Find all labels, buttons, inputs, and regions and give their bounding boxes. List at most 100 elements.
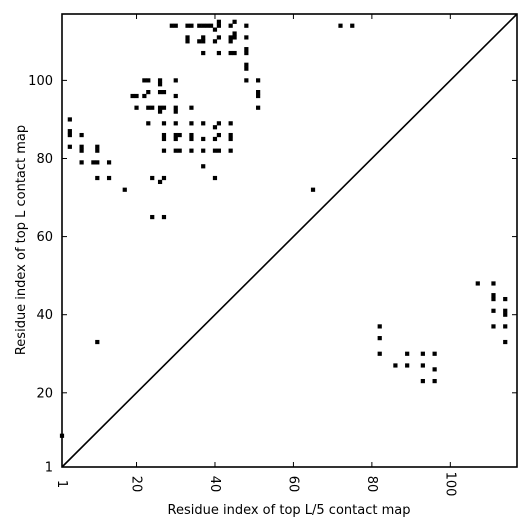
contact-point (79, 160, 84, 165)
contact-point (177, 132, 182, 138)
contact-point (150, 105, 155, 110)
contact-point (503, 324, 508, 329)
contact-point (212, 39, 218, 44)
x-tick-label: 60 (285, 476, 300, 493)
contact-point (338, 23, 343, 28)
contact-point (420, 363, 425, 368)
contact-point (142, 93, 147, 99)
contact-point (228, 23, 233, 28)
y-tick-label: 80 (36, 152, 53, 167)
contact-point (212, 175, 218, 181)
contact-point (228, 148, 233, 153)
contact-point (503, 296, 508, 302)
contact-point (157, 179, 163, 185)
contact-point (216, 35, 221, 40)
contact-point (189, 136, 194, 142)
contact-point (208, 23, 214, 28)
diagonal-line (61, 13, 518, 468)
x-tick-label: 40 (207, 476, 222, 493)
contact-point (173, 121, 178, 126)
contact-point (491, 308, 496, 313)
contact-point (185, 35, 190, 40)
contact-point (405, 351, 410, 356)
y-axis-label: Residue index of top L contact map (14, 125, 29, 355)
contact-point (106, 160, 112, 165)
contact-point (232, 35, 237, 40)
contact-point (491, 324, 496, 329)
contact-point (216, 121, 221, 126)
contact-point (256, 90, 261, 95)
contact-point (232, 50, 237, 56)
contact-point (201, 136, 206, 142)
contact-point (377, 351, 382, 356)
contact-point (185, 39, 190, 44)
contact-point (491, 293, 496, 298)
contact-point (475, 281, 480, 286)
contact-point (216, 148, 221, 153)
contact-point (244, 23, 249, 28)
contact-point (189, 121, 194, 126)
contact-point (503, 312, 508, 317)
contact-point (232, 31, 237, 36)
x-tick-label: 80 (364, 476, 379, 493)
contact-point (212, 136, 218, 142)
contact-point (79, 148, 84, 153)
y-tick-label: 1 (45, 461, 53, 476)
contact-point (157, 78, 163, 83)
contact-point (216, 23, 221, 28)
contact-point (420, 351, 425, 356)
contact-point (201, 164, 206, 169)
contact-point (157, 82, 163, 87)
contact-point (189, 132, 194, 138)
y-tick-label: 100 (28, 74, 53, 89)
contact-point (146, 90, 151, 95)
contact-point (161, 175, 167, 181)
contact-point (232, 19, 237, 24)
contact-point (157, 109, 163, 114)
contact-point (393, 363, 398, 368)
contact-point (420, 378, 425, 384)
contact-point (377, 336, 382, 341)
contact-point (134, 93, 139, 99)
contact-point (95, 144, 100, 149)
contact-point (201, 148, 206, 153)
contact-point (146, 105, 151, 110)
contact-point (161, 121, 167, 126)
contact-point (228, 121, 233, 126)
contact-point (173, 136, 178, 142)
contact-point (228, 39, 233, 44)
contact-point (67, 132, 72, 138)
contact-point (161, 148, 167, 153)
y-tick-label: 60 (36, 230, 53, 245)
contact-point (201, 23, 206, 28)
x-tick-label: 1 (54, 480, 69, 488)
contact-point (95, 160, 100, 165)
contact-point (157, 105, 163, 110)
contact-point (244, 78, 249, 83)
contact-point (161, 136, 167, 142)
contact-point (161, 90, 167, 95)
contact-point (173, 132, 178, 138)
contact-point (216, 132, 221, 138)
contact-point (432, 351, 437, 356)
marks-layer (59, 19, 508, 438)
contact-point (491, 281, 496, 286)
contact-point (67, 129, 72, 134)
contact-point (201, 35, 206, 40)
contact-point (79, 132, 84, 138)
contact-point (95, 148, 100, 153)
contact-point (310, 187, 316, 192)
contact-point (134, 105, 139, 110)
contact-point (142, 78, 147, 83)
contact-point (197, 39, 202, 44)
contact-point (173, 23, 178, 28)
contact-point (173, 93, 178, 99)
contact-point (216, 50, 221, 56)
contact-point (79, 144, 84, 149)
contact-point (491, 296, 496, 302)
contact-point (189, 23, 194, 28)
contact-point (169, 23, 174, 28)
y-axis-ticks: 1 20 40 60 80 100 (28, 74, 517, 476)
contact-point (244, 50, 249, 56)
